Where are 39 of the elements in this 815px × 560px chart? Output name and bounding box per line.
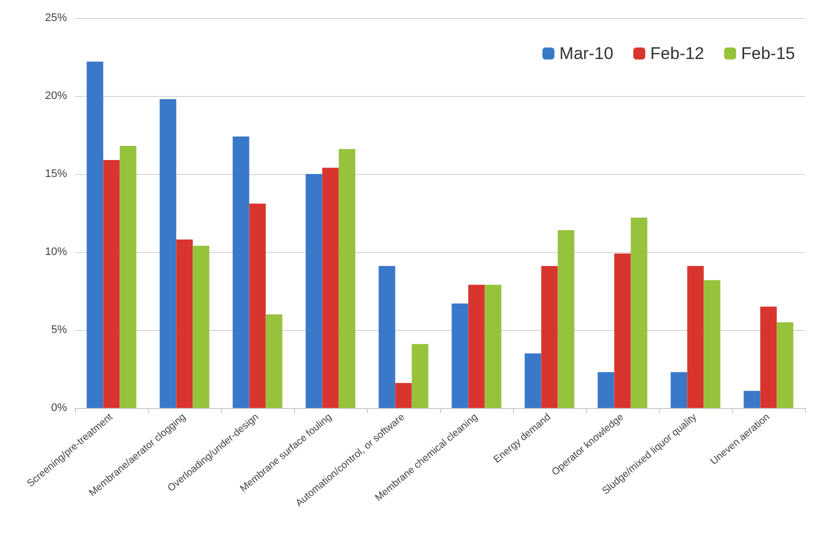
bar (232, 136, 250, 408)
bar (524, 353, 542, 408)
bar (378, 266, 396, 408)
bar (760, 306, 777, 408)
bar (541, 266, 558, 408)
bar (687, 266, 704, 408)
y-tick-label: 0% (51, 402, 68, 414)
y-tick-label: 10% (44, 246, 68, 258)
bar (598, 372, 614, 408)
bar (744, 390, 760, 408)
bar (192, 246, 210, 408)
bar (468, 284, 485, 408)
bar (484, 284, 502, 408)
bar (249, 204, 266, 408)
bar (614, 254, 631, 408)
bar (176, 240, 193, 408)
legend-label: Mar-10 (559, 44, 614, 63)
bar (452, 303, 468, 408)
bar (266, 314, 282, 408)
legend-label: Feb-12 (650, 44, 704, 63)
bar (670, 372, 688, 408)
bar (776, 322, 794, 408)
bar (160, 99, 176, 408)
bar (704, 280, 720, 408)
y-tick-label: 20% (44, 90, 68, 102)
bar (306, 174, 322, 408)
bar (395, 383, 412, 408)
legend-label: Feb-15 (741, 44, 796, 63)
bar (412, 344, 428, 408)
y-tick-label: 15% (44, 168, 68, 180)
bar (322, 168, 339, 408)
bar (338, 149, 356, 408)
bar (86, 62, 104, 408)
y-tick-label: 25% (44, 12, 68, 24)
bar (630, 218, 648, 408)
bar (103, 160, 120, 408)
bar (120, 146, 136, 408)
y-tick-label: 5% (51, 324, 68, 336)
bar (558, 230, 574, 408)
